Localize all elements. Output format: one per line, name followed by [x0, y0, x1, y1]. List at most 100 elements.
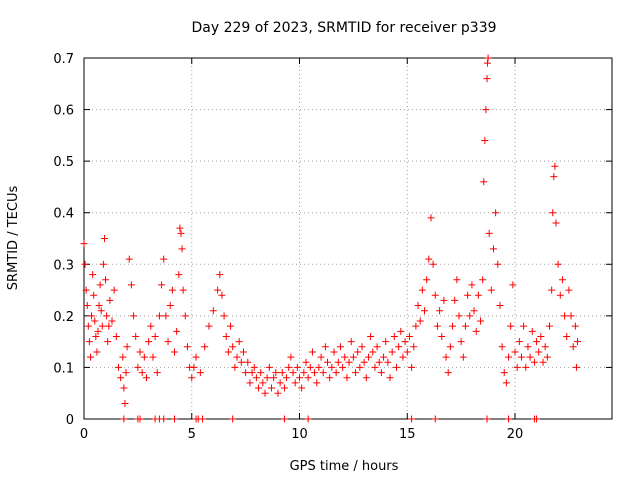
data-point — [386, 374, 394, 382]
data-point — [470, 307, 478, 315]
data-point — [492, 209, 500, 217]
data-point — [429, 260, 437, 268]
data-point — [160, 255, 168, 263]
data-point — [196, 369, 204, 377]
y-tick-label: 0 — [66, 413, 74, 428]
data-point — [120, 384, 128, 392]
y-tick-label: 0.3 — [53, 258, 74, 273]
data-point — [173, 327, 181, 335]
data-point — [480, 178, 488, 186]
data-point — [102, 276, 110, 284]
data-point — [246, 379, 254, 387]
data-point — [97, 307, 105, 315]
data-point — [261, 389, 269, 397]
x-tick-label: 5 — [188, 427, 196, 442]
data-point — [179, 286, 187, 294]
data-point — [313, 379, 321, 387]
data-point — [487, 286, 495, 294]
data-point — [502, 379, 510, 387]
data-point — [134, 363, 142, 371]
data-point — [421, 307, 429, 315]
data-point — [100, 235, 108, 242]
data-point — [408, 415, 416, 423]
data-point — [239, 348, 247, 356]
data-point — [438, 332, 446, 340]
data-point — [425, 255, 433, 263]
grid-lines — [84, 58, 612, 419]
data-point — [526, 353, 534, 361]
data-point — [403, 348, 411, 356]
data-point — [122, 369, 130, 377]
data-point — [96, 281, 104, 289]
data-point — [267, 384, 275, 392]
data-point — [554, 260, 562, 268]
data-point — [149, 353, 157, 361]
data-point — [311, 369, 319, 377]
data-point — [326, 374, 334, 382]
data-point — [155, 312, 163, 320]
data-point — [481, 137, 489, 145]
data-point — [265, 363, 273, 371]
data-point — [541, 343, 549, 351]
x-tick-label: 0 — [80, 427, 88, 442]
data-point — [515, 338, 523, 346]
data-point — [455, 312, 463, 320]
data-point — [147, 322, 155, 330]
data-point — [533, 338, 541, 346]
data-point — [142, 374, 150, 382]
data-point — [384, 358, 392, 366]
data-point — [90, 291, 98, 299]
data-point — [367, 332, 375, 340]
data-point — [183, 343, 191, 351]
data-point — [550, 173, 558, 181]
data-point — [498, 343, 506, 351]
data-point — [377, 369, 385, 377]
data-point — [405, 332, 413, 340]
data-point — [449, 322, 457, 330]
data-point — [479, 276, 487, 284]
data-point — [440, 296, 448, 304]
data-point — [92, 332, 100, 340]
data-point — [543, 353, 551, 361]
data-point — [489, 245, 497, 253]
data-point — [205, 322, 213, 330]
data-point — [190, 363, 198, 371]
data-point — [319, 369, 327, 377]
data-point — [171, 348, 179, 356]
data-point — [84, 322, 92, 330]
x-tick-label: 15 — [399, 427, 416, 442]
data-point — [315, 363, 323, 371]
y-tick-label: 0.7 — [53, 52, 74, 67]
data-point — [95, 302, 103, 310]
data-point — [507, 322, 515, 330]
data-point — [105, 322, 113, 330]
data-point — [81, 260, 89, 268]
data-point — [93, 348, 101, 356]
data-point — [451, 296, 459, 304]
data-point — [513, 363, 521, 371]
data-point — [283, 374, 291, 382]
data-point — [304, 374, 312, 382]
data-point — [423, 276, 431, 284]
data-point — [539, 358, 547, 366]
data-point — [302, 358, 310, 366]
data-point — [160, 415, 168, 423]
data-point — [364, 353, 372, 361]
data-point — [199, 415, 207, 423]
data-point — [132, 332, 140, 340]
data-point — [300, 369, 308, 377]
data-point — [380, 353, 388, 361]
data-point — [457, 338, 465, 346]
data-point — [530, 358, 538, 366]
x-tick-label: 20 — [507, 427, 524, 442]
data-point — [106, 296, 114, 304]
data-point — [397, 327, 405, 335]
data-point — [474, 291, 482, 299]
data-point — [99, 260, 107, 268]
data-point — [399, 353, 407, 361]
data-point — [522, 363, 530, 371]
data-point — [94, 327, 102, 335]
data-point — [362, 374, 370, 382]
data-point — [85, 338, 93, 346]
data-point — [168, 286, 176, 294]
